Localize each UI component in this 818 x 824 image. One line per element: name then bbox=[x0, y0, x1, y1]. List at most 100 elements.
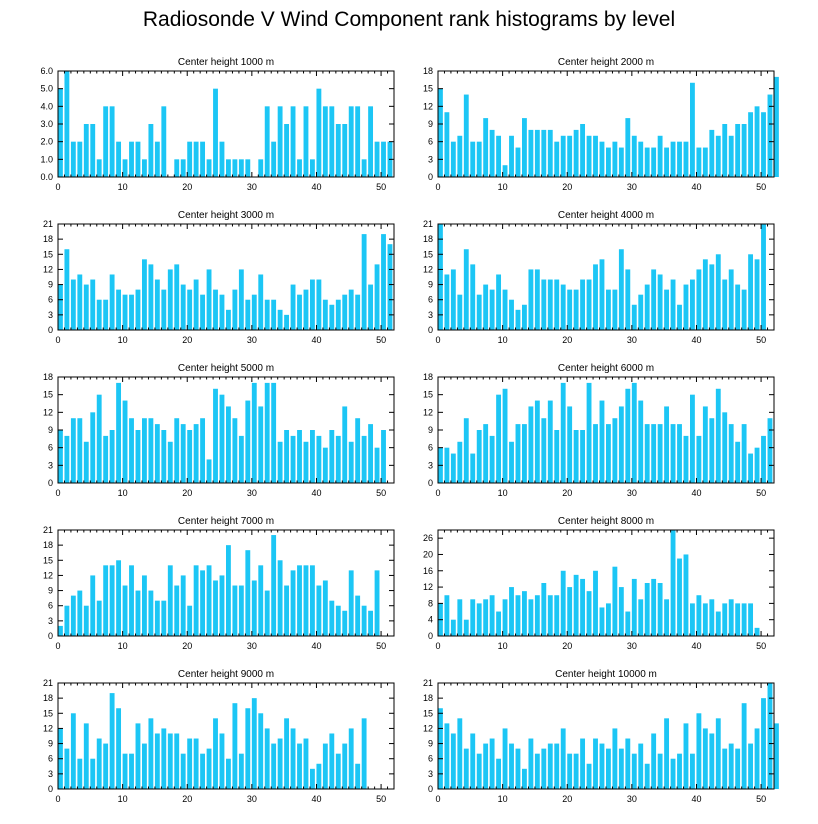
bar bbox=[361, 605, 367, 636]
bar bbox=[122, 585, 128, 636]
bar bbox=[554, 141, 560, 177]
bar bbox=[135, 289, 141, 330]
bar bbox=[284, 585, 290, 636]
bar bbox=[290, 570, 296, 636]
bar bbox=[322, 743, 328, 789]
bar bbox=[174, 585, 180, 636]
bar bbox=[226, 758, 231, 789]
bar bbox=[580, 430, 586, 483]
bar bbox=[129, 418, 134, 483]
x-tick-label: 0 bbox=[55, 182, 60, 192]
bar bbox=[612, 566, 618, 636]
bar bbox=[677, 424, 682, 483]
x-tick-label: 30 bbox=[627, 182, 637, 192]
bar bbox=[631, 382, 637, 483]
panel-title: Center height 1000 m bbox=[178, 57, 274, 68]
bar bbox=[271, 141, 277, 177]
bar bbox=[547, 743, 553, 789]
bar bbox=[180, 575, 186, 636]
bar bbox=[142, 159, 147, 177]
panel-title: Center height 3000 m bbox=[178, 210, 274, 221]
bar bbox=[709, 418, 715, 483]
bar bbox=[470, 141, 476, 177]
bar bbox=[297, 743, 302, 789]
bar bbox=[142, 418, 147, 483]
bar bbox=[348, 570, 354, 636]
bar bbox=[58, 284, 63, 330]
bar bbox=[206, 159, 212, 177]
bar bbox=[219, 394, 225, 483]
bar bbox=[534, 753, 540, 789]
bar bbox=[348, 106, 354, 177]
bar bbox=[599, 607, 605, 636]
x-tick-label: 20 bbox=[182, 641, 192, 651]
bar bbox=[219, 575, 225, 636]
bar bbox=[96, 394, 102, 483]
y-tick-label: 21 bbox=[423, 678, 433, 688]
y-tick-label: 6 bbox=[48, 601, 53, 611]
bar bbox=[167, 441, 173, 483]
bar bbox=[438, 708, 443, 789]
x-tick-label: 0 bbox=[55, 488, 60, 498]
y-tick-label: 3 bbox=[48, 310, 53, 320]
bar bbox=[450, 141, 456, 177]
y-tick-label: 12 bbox=[43, 723, 53, 733]
bar bbox=[489, 595, 495, 636]
bar bbox=[709, 264, 715, 330]
y-tick-label: 16 bbox=[423, 566, 433, 576]
x-tick-label: 10 bbox=[498, 488, 508, 498]
bar bbox=[457, 441, 463, 483]
bar bbox=[541, 748, 547, 789]
bar bbox=[193, 738, 199, 789]
bar bbox=[180, 424, 186, 483]
x-tick-label: 30 bbox=[247, 488, 257, 498]
panel-8: Center height 8000 m 0 10 20 30 40 50 0 4 8 12 16 20… bbox=[423, 516, 775, 651]
bar bbox=[664, 406, 670, 483]
x-tick-label: 10 bbox=[118, 794, 128, 804]
bar bbox=[213, 388, 218, 483]
bar bbox=[496, 611, 502, 636]
y-tick-label: 6 bbox=[428, 443, 433, 453]
x-tick-label: 0 bbox=[55, 794, 60, 804]
bar bbox=[245, 708, 251, 789]
y-tick-label: 0 bbox=[48, 478, 53, 488]
bar bbox=[534, 269, 540, 330]
y-tick-label: 18 bbox=[43, 234, 53, 244]
y-tick-label: 6 bbox=[428, 754, 433, 764]
x-tick-label: 40 bbox=[311, 335, 321, 345]
bar bbox=[483, 118, 489, 177]
bar bbox=[606, 289, 611, 330]
bar bbox=[754, 728, 760, 789]
bar bbox=[599, 259, 605, 330]
bar bbox=[109, 106, 115, 177]
bar bbox=[232, 159, 238, 177]
bar bbox=[90, 412, 96, 483]
y-tick-label: 15 bbox=[423, 84, 433, 94]
y-tick-label: 3 bbox=[428, 460, 433, 470]
bar bbox=[381, 430, 386, 483]
bar bbox=[457, 135, 463, 177]
y-tick-label: 12 bbox=[43, 407, 53, 417]
bar bbox=[297, 565, 302, 636]
bar bbox=[522, 118, 527, 177]
bar bbox=[690, 753, 695, 789]
bar bbox=[554, 595, 560, 636]
bar bbox=[148, 264, 154, 330]
bar bbox=[77, 758, 83, 789]
bar bbox=[450, 733, 456, 789]
bar bbox=[748, 453, 754, 483]
bar bbox=[116, 289, 122, 330]
bar bbox=[702, 147, 708, 177]
bar bbox=[728, 269, 734, 330]
bar bbox=[335, 605, 341, 636]
y-tick-label: 26 bbox=[423, 533, 433, 543]
y-tick-label: 15 bbox=[43, 390, 53, 400]
bar bbox=[722, 412, 728, 483]
bar bbox=[631, 304, 637, 330]
panel-title: Center height 10000 m bbox=[555, 669, 657, 680]
bar bbox=[148, 718, 154, 789]
bar bbox=[264, 106, 270, 177]
bar bbox=[284, 718, 290, 789]
bar bbox=[741, 703, 747, 789]
bar bbox=[534, 129, 540, 177]
